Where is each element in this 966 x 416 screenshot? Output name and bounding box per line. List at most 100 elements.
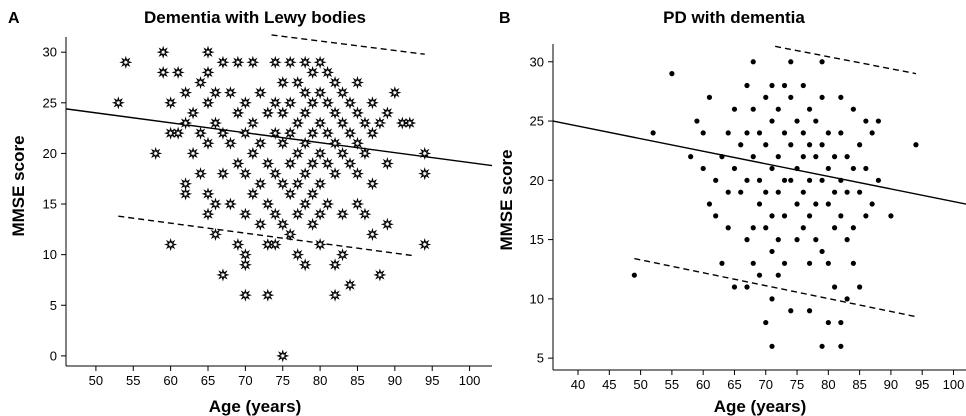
scatter-point xyxy=(756,201,763,207)
scatter-point xyxy=(825,260,831,266)
scatter-point xyxy=(216,167,230,181)
panel-b: B PD with dementia Age (years) MMSE scor… xyxy=(497,8,966,416)
scatter-point xyxy=(306,156,320,171)
scatter-point xyxy=(283,227,297,241)
scatter-point xyxy=(298,55,312,69)
y-tick-label: 5 xyxy=(50,298,57,313)
scatter-point xyxy=(775,154,781,160)
scatter-point xyxy=(328,136,342,150)
panel-a-y-axis-title: MMSE score xyxy=(9,135,28,236)
scatter-point xyxy=(358,207,372,221)
scatter-point xyxy=(208,86,223,100)
scatter-point xyxy=(806,213,813,219)
scatter-point xyxy=(750,225,756,231)
scatter-point xyxy=(869,130,875,136)
scatter-point xyxy=(306,187,320,201)
scatter-point xyxy=(313,237,327,252)
scatter-point xyxy=(179,116,193,130)
scatter-point xyxy=(164,126,178,140)
scatter-point xyxy=(201,96,215,110)
scatter-point xyxy=(706,94,713,100)
panel-a-points xyxy=(111,45,432,363)
scatter-point xyxy=(335,207,350,221)
scatter-point xyxy=(831,225,838,231)
scatter-point xyxy=(365,96,379,110)
scatter-point xyxy=(208,116,223,130)
scatter-point xyxy=(261,197,275,211)
scatter-point xyxy=(298,197,312,211)
scatter-point xyxy=(781,177,788,183)
scatter-point xyxy=(631,272,637,278)
scatter-point xyxy=(719,260,725,266)
scatter-point xyxy=(913,142,919,148)
scatter-point xyxy=(268,237,282,252)
scatter-point xyxy=(763,142,769,148)
scatter-point xyxy=(744,130,750,136)
scatter-point xyxy=(763,225,769,231)
scatter-point xyxy=(857,142,863,148)
scatter-point xyxy=(831,154,838,160)
scatter-point xyxy=(863,165,869,172)
x-tick-label: 80 xyxy=(821,377,835,392)
scatter-point xyxy=(343,156,357,171)
regression-line xyxy=(552,120,966,205)
scatter-point xyxy=(744,177,750,183)
scatter-point xyxy=(283,55,297,69)
scatter-point xyxy=(171,65,185,79)
x-tick-label: 95 xyxy=(425,373,439,388)
scatter-point xyxy=(343,96,357,110)
scatter-point xyxy=(231,106,245,120)
scatter-point xyxy=(306,217,320,231)
scatter-point xyxy=(298,167,312,181)
scatter-point xyxy=(769,213,775,219)
scatter-point xyxy=(179,187,193,201)
scatter-point xyxy=(806,308,813,314)
scatter-point xyxy=(164,96,178,110)
scatter-point xyxy=(238,96,252,110)
scatter-point xyxy=(756,272,763,278)
panel-a-title: Dementia with Lewy bodies xyxy=(144,8,366,27)
scatter-point xyxy=(788,94,794,100)
scatter-point xyxy=(750,59,756,65)
scatter-point xyxy=(725,189,731,195)
x-tick-label: 95 xyxy=(915,377,929,392)
scatter-point xyxy=(725,130,731,136)
scatter-point xyxy=(775,272,781,278)
scatter-point xyxy=(819,94,825,100)
scatter-point xyxy=(775,106,781,112)
y-tick-label: 10 xyxy=(530,291,544,306)
scatter-point xyxy=(276,217,290,231)
scatter-point xyxy=(719,154,725,160)
scatter-point xyxy=(358,116,372,130)
scatter-point xyxy=(806,260,813,266)
scatter-point xyxy=(156,65,170,79)
scatter-point xyxy=(261,156,275,171)
scatter-point xyxy=(380,106,394,120)
x-tick-label: 75 xyxy=(276,373,290,388)
scatter-point xyxy=(350,197,365,211)
scatter-point xyxy=(313,177,327,191)
scatter-point xyxy=(283,126,297,140)
scatter-point xyxy=(358,146,372,160)
scatter-point xyxy=(313,116,327,130)
panel-a: A Dementia with Lewy bodies Age (years) … xyxy=(8,8,493,416)
scatter-point xyxy=(365,227,379,241)
scatter-point xyxy=(246,146,260,160)
scatter-point xyxy=(201,45,215,59)
x-tick-label: 90 xyxy=(388,373,402,388)
x-tick-label: 55 xyxy=(665,377,679,392)
scatter-point xyxy=(713,177,719,183)
scatter-point xyxy=(395,116,409,130)
scatter-point xyxy=(291,177,305,191)
scatter-point xyxy=(763,94,769,100)
scatter-point xyxy=(216,268,230,282)
scatter-point xyxy=(831,284,838,290)
scatter-point xyxy=(669,71,675,77)
scatter-point xyxy=(788,308,794,314)
x-tick-label: 70 xyxy=(238,373,252,388)
scatter-point xyxy=(321,96,335,110)
scatter-point xyxy=(223,136,237,150)
scatter-point xyxy=(238,288,252,302)
scatter-point xyxy=(800,82,806,89)
